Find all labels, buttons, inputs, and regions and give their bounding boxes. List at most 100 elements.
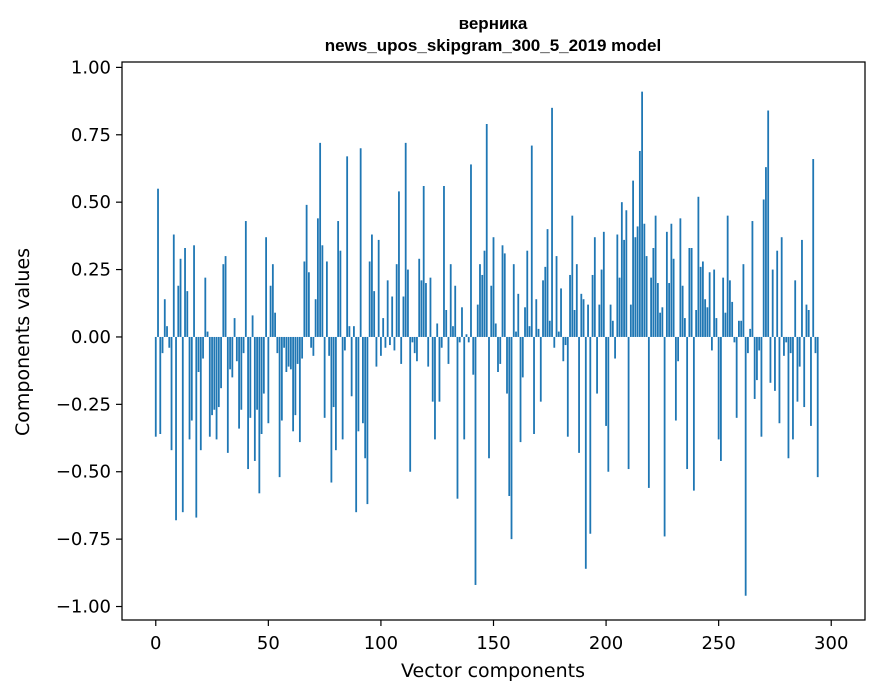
bar: [382, 318, 385, 337]
bar: [546, 229, 549, 337]
bar: [242, 336, 245, 354]
bar: [220, 336, 222, 389]
bar: [289, 336, 292, 370]
bar: [233, 318, 236, 337]
bar: [256, 336, 258, 410]
bar: [278, 336, 281, 478]
bar: [238, 336, 240, 429]
bar: [643, 223, 646, 337]
bar: [375, 336, 378, 367]
bar: [544, 266, 547, 337]
bar: [751, 221, 754, 337]
bar: [463, 336, 466, 440]
bar: [316, 218, 319, 337]
bar: [697, 196, 700, 337]
bar: [208, 336, 211, 437]
bar: [476, 304, 479, 337]
bar: [380, 336, 382, 356]
bar: [801, 239, 803, 337]
bar: [474, 336, 477, 585]
bar: [490, 285, 493, 337]
bar: [742, 264, 745, 337]
bar: [715, 318, 718, 337]
bar: [294, 336, 297, 416]
x-tick-label: 100: [364, 633, 398, 654]
bar: [485, 124, 488, 337]
y-tick-label: −0.25: [56, 394, 111, 415]
y-tick-label: 0.25: [71, 260, 111, 281]
y-tick-label: 0.75: [71, 125, 111, 146]
bar: [735, 336, 738, 418]
bar: [542, 280, 544, 337]
bar: [508, 336, 511, 496]
y-tick-label: −0.75: [56, 529, 111, 550]
y-tick-label: 1.00: [71, 57, 111, 78]
bar: [312, 336, 315, 356]
bar: [402, 296, 405, 337]
bar: [244, 221, 247, 337]
bar: [251, 315, 254, 337]
bar: [449, 264, 452, 337]
bar: [314, 299, 317, 337]
bar: [708, 272, 711, 337]
bar: [530, 145, 533, 337]
bar: [170, 336, 173, 451]
bar: [321, 245, 324, 337]
chart-title-line-2: news_upos_skipgram_300_5_2019 model: [325, 36, 661, 55]
bar: [204, 277, 207, 337]
bar: [519, 336, 522, 443]
bar: [555, 256, 558, 337]
x-axis-label: Vector components: [401, 660, 585, 682]
bar: [323, 336, 326, 418]
bar: [688, 248, 691, 337]
bar: [607, 336, 610, 472]
bar: [240, 336, 243, 410]
bar: [445, 310, 448, 337]
bar: [368, 261, 371, 337]
bar: [202, 336, 204, 359]
bar: [452, 326, 454, 337]
bar: [206, 331, 209, 337]
bar: [325, 261, 328, 337]
bar: [190, 336, 193, 421]
bar: [785, 336, 788, 343]
bar: [503, 253, 506, 337]
bar: [296, 336, 299, 364]
bar: [292, 336, 295, 432]
bar: [197, 336, 200, 372]
bar: [447, 336, 450, 364]
bar: [796, 336, 799, 402]
bar: [713, 269, 716, 337]
bar: [420, 280, 423, 337]
bar: [537, 328, 540, 337]
bar: [771, 269, 774, 337]
bar: [645, 256, 648, 337]
bar: [348, 326, 351, 337]
bar: [328, 336, 331, 356]
bar: [720, 336, 722, 461]
bar: [465, 334, 468, 337]
bar: [483, 250, 486, 337]
bar: [258, 336, 261, 494]
bar: [711, 336, 713, 351]
bar: [625, 210, 628, 337]
bar: [456, 336, 459, 499]
bar: [267, 336, 270, 424]
bar: [231, 336, 234, 378]
bar: [418, 258, 421, 337]
bar: [551, 107, 553, 337]
bar: [416, 336, 418, 362]
bar: [454, 285, 457, 337]
bar: [647, 336, 650, 488]
bar: [557, 331, 560, 337]
bar: [269, 285, 272, 337]
bar: [377, 239, 380, 337]
bar: [222, 264, 225, 337]
bar: [686, 336, 689, 470]
bar: [560, 288, 562, 337]
bar: [330, 336, 333, 483]
bar: [665, 231, 668, 337]
bar: [235, 336, 238, 362]
bar: [161, 336, 164, 354]
